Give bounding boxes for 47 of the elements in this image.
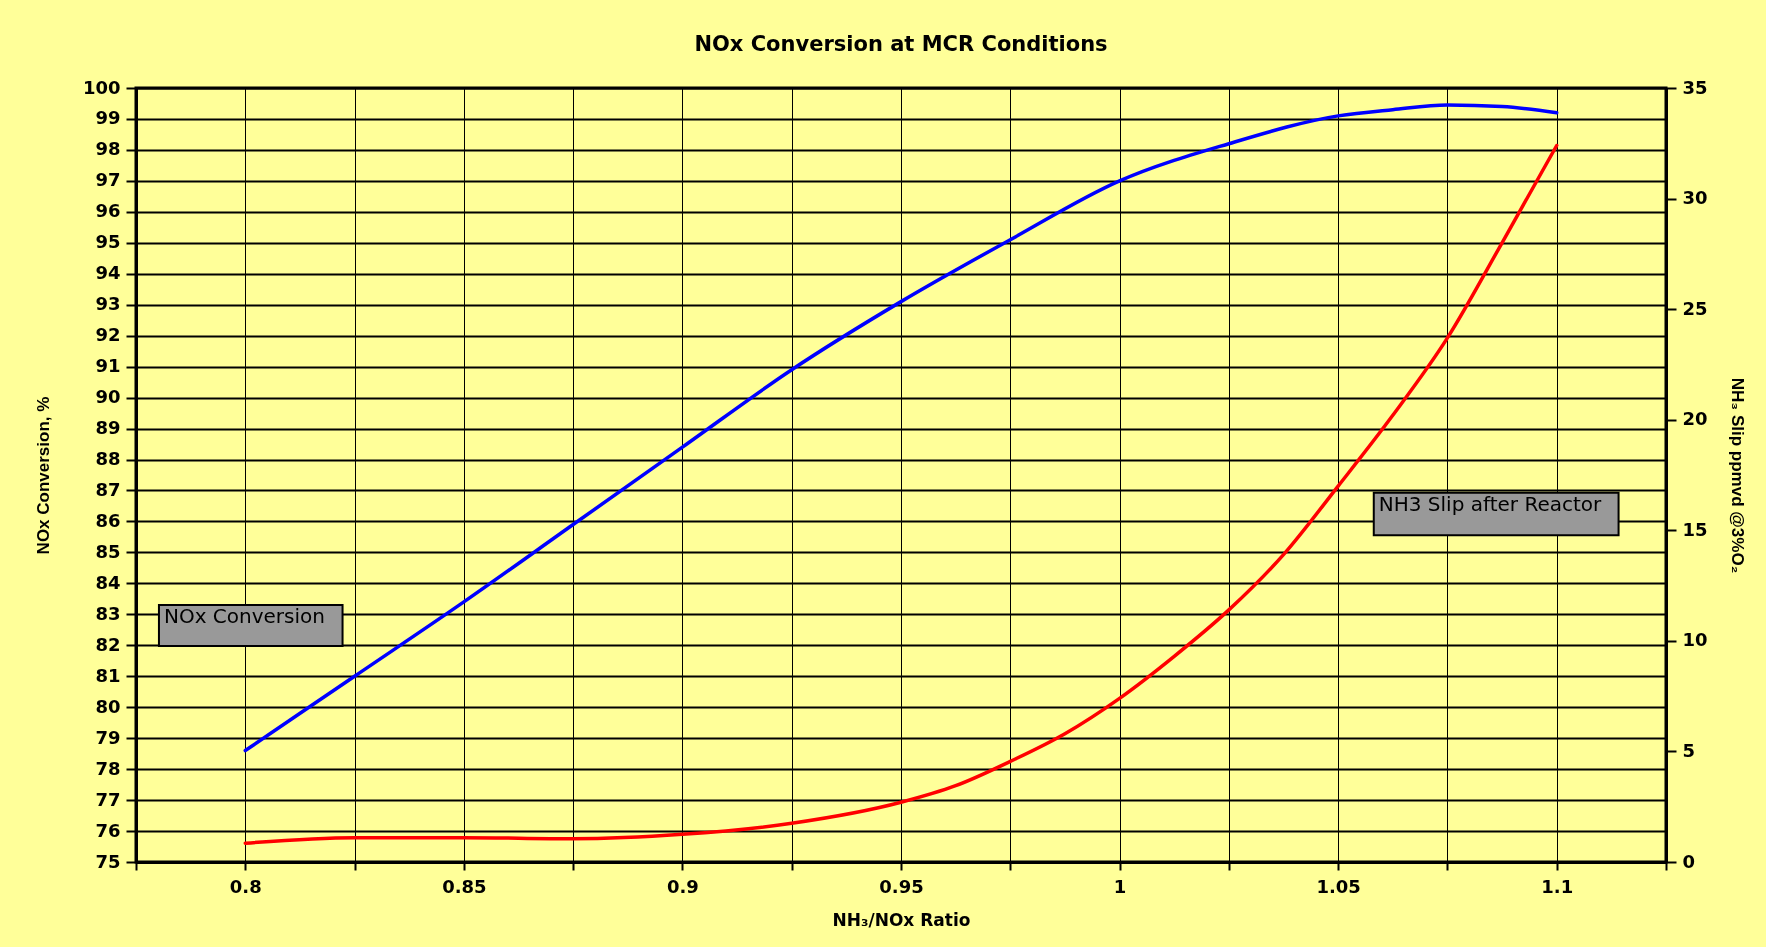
y-tick-label: 92 (95, 324, 121, 346)
x-axis-title: NH₃/NOx Ratio (832, 909, 971, 930)
y-tick-label: 87 (95, 478, 121, 500)
y-tick-label: 91 (95, 355, 121, 377)
chart-title: NOx Conversion at MCR Conditions (694, 32, 1108, 56)
y-tick-label: 80 (95, 695, 121, 717)
x-tick-label: 0.8 (229, 875, 262, 897)
y2-tick-label: 15 (1682, 518, 1708, 540)
y-tick-label: 93 (95, 293, 121, 315)
y-tick-label: 83 (95, 602, 121, 624)
y-tick-label: 77 (95, 788, 121, 810)
x-tick-label: 0.85 (442, 875, 487, 897)
x-tick-label: 0.95 (879, 875, 924, 897)
y-tick-label: 89 (95, 417, 121, 439)
y2-tick-label: 5 (1682, 739, 1696, 761)
y-tick-label: 96 (95, 200, 121, 222)
y-tick-label: 97 (95, 169, 121, 191)
y-tick-label: 90 (95, 386, 121, 408)
y2-tick-label: 0 (1682, 850, 1696, 872)
x-tick-label: 1 (1113, 875, 1127, 897)
y-tick-label: 78 (95, 757, 121, 779)
y-tick-label: 98 (95, 138, 121, 160)
y-tick-label: 86 (95, 509, 121, 531)
y2-axis-title: NH₃ Slip ppmvd @3%O₂ (1727, 377, 1747, 574)
y-tick-label: 84 (95, 571, 121, 593)
x-tick-label: 0.9 (666, 875, 699, 897)
y-tick-label: 81 (95, 664, 121, 686)
x-tick-label: 1.1 (1541, 875, 1574, 897)
y-tick-label: 99 (95, 107, 121, 129)
y2-tick-label: 20 (1682, 408, 1708, 430)
y-tick-label: 76 (95, 819, 121, 841)
y-tick-label: 100 (82, 76, 121, 98)
y2-tick-label: 30 (1682, 187, 1708, 209)
y-axis-title: NOx Conversion, % (33, 396, 53, 555)
y-tick-label: 75 (95, 850, 121, 872)
annotation: NOx Conversion (163, 604, 325, 629)
y2-tick-label: 35 (1682, 76, 1708, 98)
y-tick-label: 82 (95, 633, 121, 655)
y-tick-label: 95 (95, 231, 121, 253)
y2-tick-label: 10 (1682, 629, 1708, 651)
y-tick-label: 79 (95, 726, 121, 748)
y-tick-label: 88 (95, 448, 121, 470)
x-tick-label: 1.05 (1316, 875, 1361, 897)
y2-tick-label: 25 (1682, 297, 1708, 319)
y-tick-label: 85 (95, 540, 121, 562)
annotation: NH3 Slip after Reactor (1378, 491, 1603, 516)
y-tick-label: 94 (95, 262, 121, 284)
